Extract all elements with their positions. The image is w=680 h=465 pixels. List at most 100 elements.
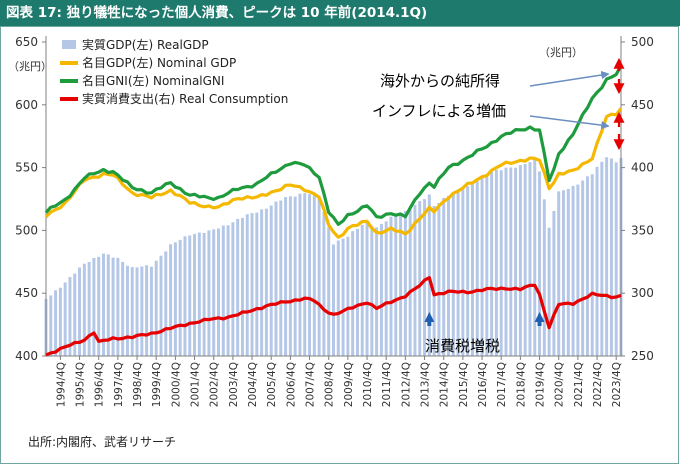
real-gdp-bar [600,161,604,356]
left-tick-label: 550 [15,161,38,175]
x-tick-label: 2012/4Q [400,362,412,407]
real-gdp-bar [341,238,345,356]
real-gdp-bar [298,193,302,356]
x-tick-label: 2003/4Q [228,362,240,407]
real-gdp-bar [562,190,565,356]
tax-hike-arrow-head [424,312,435,322]
right-tick-label: 350 [631,223,654,237]
real-gdp-bar [322,211,326,356]
real-gdp-bar [173,242,177,356]
right-tick-label: 250 [631,349,654,363]
real-gdp-bar [159,255,163,356]
real-gdp-bar [408,210,412,356]
real-gdp-bar [547,227,551,356]
tax-hike-arrow-head [534,312,545,322]
real-gdp-bar [121,261,125,356]
real-gdp-bar [202,232,206,356]
real-gdp-bar [250,213,254,356]
real-gdp-bar [226,225,230,356]
real-gdp-bar [135,267,139,356]
real-gdp-bar [231,222,235,356]
right-tick-label: 500 [631,35,654,49]
real-gdp-bar [490,171,494,356]
x-tick-label: 1994/4Q [55,362,67,407]
series-lines [44,64,623,357]
legend-label-nominal-gdp: 名目GDP(左) Nominal GDP [82,55,236,70]
real-gdp-bar [193,233,197,356]
x-tick-label: 2020/4Q [554,362,566,407]
legend: 実質GDP(左) RealGDP 名目GDP(左) Nominal GDP 名目GN… [60,37,288,106]
real-gdp-bar [188,235,192,356]
real-gdp-bar [312,193,316,356]
left-tick-label: 500 [15,223,38,237]
real-gdp-bar [403,210,407,356]
real-gdp-bar [609,158,613,356]
real-gdp-bar [87,261,91,356]
x-tick-label: 2023/4Q [611,362,623,407]
real-gdp-bar [389,216,393,356]
real-gdp-bar [73,273,77,356]
real-gdp-bar [437,203,441,356]
x-tick-label: 2015/4Q [458,362,470,407]
real-gdp-bar [140,266,144,356]
real-gdp-bars [44,157,623,356]
real-gdp-bar [466,186,470,356]
right-tick-label: 300 [631,286,654,300]
x-tick-label: 1997/4Q [113,362,125,407]
real-gdp-bar [63,282,67,356]
real-gdp-bar [116,257,120,356]
real-gdp-bar [207,230,211,356]
real-gdp-bar [538,171,542,356]
inflation-pointer [529,115,610,130]
real-gdp-bar [97,256,101,356]
real-gdp-bar [260,209,264,356]
overseas-income-pointer [529,70,610,87]
x-tick-label: 2004/4Q [247,362,259,407]
right-tick-label: 450 [631,98,654,112]
real-gdp-bar [236,218,240,356]
real-gdp-bar [566,188,570,356]
real-gdp-bar [432,205,436,356]
real-gdp-bar [255,212,259,356]
real-gdp-bar [178,239,182,356]
real-gdp-bar [49,295,53,356]
real-gdp-bar [442,197,446,356]
real-gdp-bar [332,244,335,356]
real-gdp-bar [499,170,503,356]
real-gdp-bar [111,257,115,356]
x-tick-label: 2018/4Q [515,362,527,407]
real-gdp-bar [288,196,292,356]
real-gdp-bar [456,189,460,356]
legend-swatch-real-gdp [62,40,76,49]
x-tick-label: 2019/4Q [535,362,547,407]
real-gdp-bar [509,167,513,356]
real-gdp-bar [293,196,297,356]
real-gdp-bar [197,232,201,356]
real-gdp-bar [240,217,244,356]
real-gdp-bar [245,214,249,356]
real-gdp-bar [154,260,158,356]
x-tick-label: 2013/4Q [420,362,432,407]
x-tick-label: 2009/4Q [343,362,355,407]
annotation-inflation-increase: インフレによる増価 [372,102,506,120]
real-gdp-bar [360,224,364,356]
real-gdp-bar [614,162,618,356]
x-tick-label: 2010/4Q [362,362,374,407]
x-tick-label: 2022/4Q [592,362,604,407]
real-gdp-bar [284,197,288,356]
real-gdp-bar [106,254,110,356]
left-tick-label: 450 [15,286,38,300]
real-gdp-bar [504,167,508,356]
real-gdp-bar [145,265,149,356]
real-gdp-bar [576,184,580,356]
real-gdp-bar [533,159,537,356]
real-gdp-bar [149,266,153,356]
real-gdp-bar [605,157,609,356]
figure-title: 図表 17: 独り犠牲になった個人消費、ピークは 10 年前(2014.1Q) [0,0,680,26]
real-gdp-bar [447,195,450,356]
real-gdp-bar [217,228,220,356]
right-tick-label: 400 [631,161,654,175]
